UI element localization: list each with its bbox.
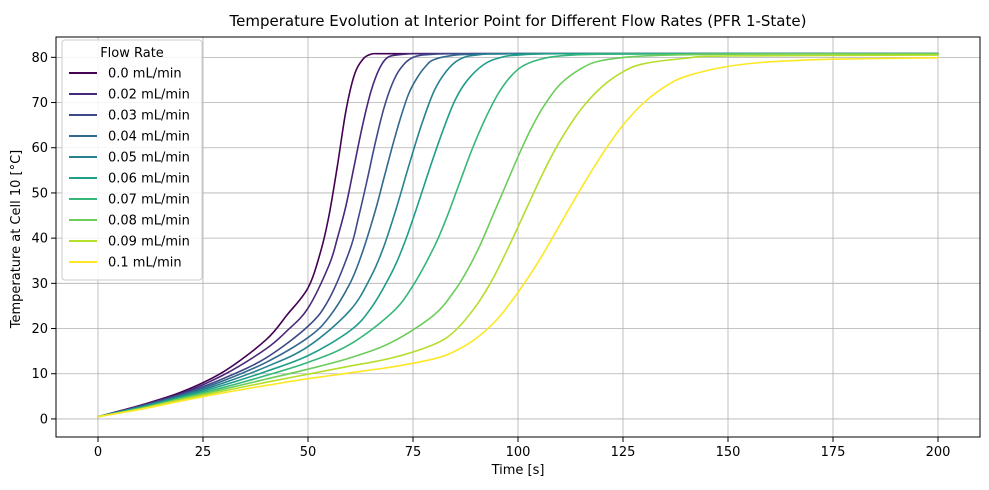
legend-label: 0.1 mL/min [108, 256, 182, 271]
legend-title: Flow Rate [100, 46, 164, 61]
grid [56, 37, 980, 437]
y-tick-label: 10 [31, 367, 48, 382]
series-line [97, 52, 939, 418]
series-lines [97, 52, 939, 418]
series-line [97, 56, 939, 418]
series-line [97, 52, 939, 418]
y-tick-label: 20 [31, 322, 48, 337]
y-axis-label: Temperature at Cell 10 [°C] [9, 150, 24, 330]
legend-label: 0.09 mL/min [108, 235, 190, 250]
series-line [97, 54, 939, 418]
y-tick-label: 80 [31, 51, 48, 66]
legend-label: 0.02 mL/min [108, 88, 190, 103]
legend-label: 0.06 mL/min [108, 172, 190, 187]
legend-label: 0.03 mL/min [108, 109, 190, 124]
x-tick-label: 25 [195, 445, 212, 460]
legend-label: 0.08 mL/min [108, 214, 190, 229]
series-line [97, 52, 939, 418]
y-tick-label: 0 [40, 412, 48, 427]
x-tick-label: 0 [94, 445, 102, 460]
y-tick-label: 30 [31, 277, 48, 292]
x-tick-label: 100 [506, 445, 531, 460]
legend-label: 0.0 mL/min [108, 67, 182, 82]
legend-label: 0.07 mL/min [108, 193, 190, 208]
y-tick-label: 50 [31, 186, 48, 201]
x-tick-label: 75 [405, 445, 422, 460]
x-tick-label: 175 [821, 445, 846, 460]
legend-label: 0.05 mL/min [108, 151, 190, 166]
x-tick-label: 150 [716, 445, 741, 460]
y-tick-label: 60 [31, 141, 48, 156]
legend: Flow Rate 0.0 mL/min 0.02 mL/min 0.03 mL/mi… [61, 39, 203, 281]
x-tick-label: 125 [611, 445, 636, 460]
y-tick-label: 70 [31, 96, 48, 111]
series-line [97, 52, 939, 418]
chart-title: Temperature Evolution at Interior Point … [229, 12, 807, 30]
x-axis-label: Time [s] [491, 463, 545, 478]
x-tick-label: 200 [926, 445, 951, 460]
legend-label: 0.04 mL/min [108, 130, 190, 145]
ticks: 0 25 50 75 100 125 150 175 200 0 10 20 30 40 50 60 70 80 [31, 51, 950, 460]
x-tick-label: 50 [300, 445, 317, 460]
y-tick-label: 40 [31, 232, 48, 247]
